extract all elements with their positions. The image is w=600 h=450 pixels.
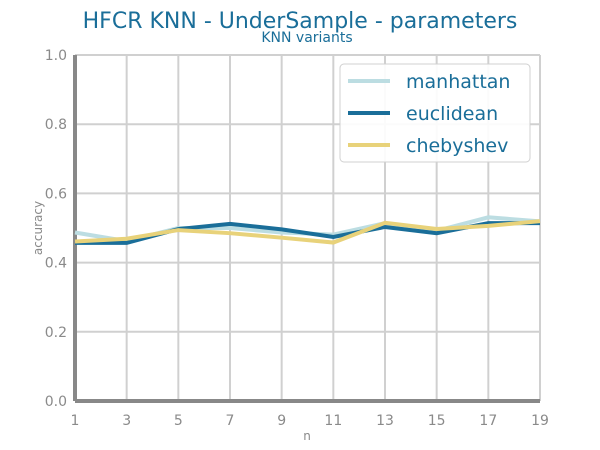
axes — [73, 55, 540, 403]
y-tick-label: 0.2 — [45, 325, 67, 341]
x-tick-label: 17 — [479, 413, 497, 429]
chart-subtitle: KNN variants — [261, 30, 352, 46]
x-tick-label: 11 — [324, 413, 342, 429]
y-axis-label: accuracy — [31, 201, 45, 255]
legend-box — [339, 63, 531, 163]
y-tick-label: 0.0 — [45, 394, 67, 410]
x-tick-label: 9 — [277, 413, 286, 429]
x-tick-label: 15 — [428, 413, 446, 429]
chart-title: HFCR KNN - UnderSample - parameters — [83, 9, 518, 34]
y-tick-label: 0.6 — [45, 186, 67, 202]
x-tick-label: 13 — [376, 413, 394, 429]
x-tick-label: 19 — [531, 413, 549, 429]
x-tick-label: 7 — [226, 413, 235, 429]
series-line-chebyshev — [74, 219, 541, 245]
x-axis-label: n — [303, 429, 311, 443]
series-lines — [74, 215, 541, 245]
legend-label-euclidean: euclidean — [406, 103, 498, 125]
x-tick-label: 5 — [174, 413, 183, 429]
legend-label-chebyshev: chebyshev — [406, 135, 508, 157]
y-tick-label: 1.0 — [45, 48, 67, 64]
legend-label-manhattan: manhattan — [406, 71, 510, 93]
x-tick-label: 3 — [122, 413, 131, 429]
y-tick-label: 0.8 — [45, 117, 67, 133]
y-tick-label: 0.4 — [45, 256, 67, 272]
x-tick-label: 1 — [71, 413, 80, 429]
legend: manhattan euclidean chebyshev — [339, 63, 531, 163]
tick-labels: 1 3 5 7 9 11 13 15 17 190.00.20.40.60.81.0 — [45, 48, 549, 429]
